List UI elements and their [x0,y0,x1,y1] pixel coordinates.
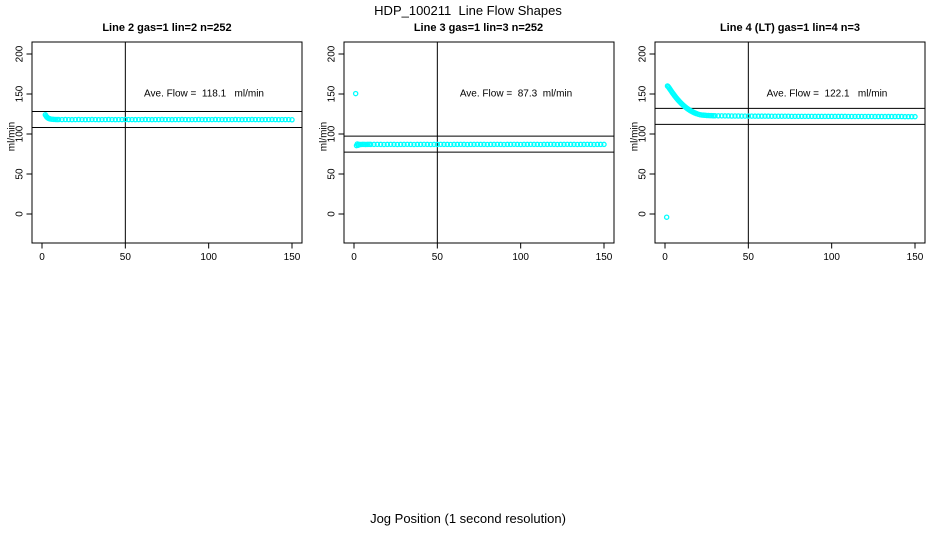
svg-text:200: 200 [638,45,649,62]
data-points [42,112,295,123]
svg-text:100: 100 [512,252,529,263]
svg-text:0: 0 [351,252,357,263]
svg-text:150: 150 [15,85,26,102]
svg-text:150: 150 [595,252,612,263]
ave-flow-annotation-line3: Ave. Flow = 87.3 ml/min [459,88,573,100]
svg-text:50: 50 [638,168,649,180]
figure-title: HDP_100211 Line Flow Shapes [374,3,562,18]
svg-text:50: 50 [743,252,755,263]
panel-plot-line2: 0 50 100 150 0 50 100 150 200 [15,41,303,263]
svg-text:0: 0 [638,211,649,217]
svg-text:0: 0 [326,211,337,217]
panel-title-line2: Line 2 gas=1 lin=2 n=252 [102,22,232,34]
svg-text:200: 200 [326,45,337,62]
svg-text:100: 100 [823,252,840,263]
svg-text:200: 200 [15,45,26,62]
svg-text:0: 0 [662,252,668,263]
svg-text:100: 100 [15,125,26,142]
plot-axes: 0 50 100 150 0 50 100 150 200 [15,41,303,263]
svg-text:100: 100 [326,125,337,142]
svg-text:150: 150 [284,252,301,263]
data-points [663,83,918,220]
svg-text:50: 50 [431,252,443,263]
ave-flow-annotation-line2: Ave. Flow = 118.1 ml/min [144,88,264,100]
plot-axes: 0 50 100 150 0 50 100 150 200 [638,41,926,263]
reference-lines [655,42,925,243]
svg-text:50: 50 [15,168,26,180]
reference-lines [32,42,302,243]
svg-text:0: 0 [39,252,45,263]
data-points [352,90,607,149]
panel-title-line3: Line 3 gas=1 lin=3 n=252 [413,22,544,34]
panel-plot-line4: 0 50 100 150 0 50 100 150 200 [638,41,926,263]
svg-text:100: 100 [200,252,217,263]
panel-plot-line3: 0 50 100 150 0 50 100 150 200 [326,41,614,263]
ave-flow-annotation-line4: Ave. Flow = 122.1 ml/min [766,88,888,100]
svg-text:50: 50 [120,252,132,263]
svg-text:150: 150 [907,252,924,263]
plot-axes: 0 50 100 150 0 50 100 150 200 [326,41,614,263]
svg-text:100: 100 [638,125,649,142]
svg-text:0: 0 [15,211,26,217]
x-axis-label: Jog Position (1 second resolution) [370,511,566,526]
svg-text:150: 150 [638,85,649,102]
svg-text:50: 50 [326,168,337,180]
svg-text:150: 150 [326,85,337,102]
panel-title-line4: Line 4 (LT) gas=1 lin=4 n=3 [719,22,861,34]
